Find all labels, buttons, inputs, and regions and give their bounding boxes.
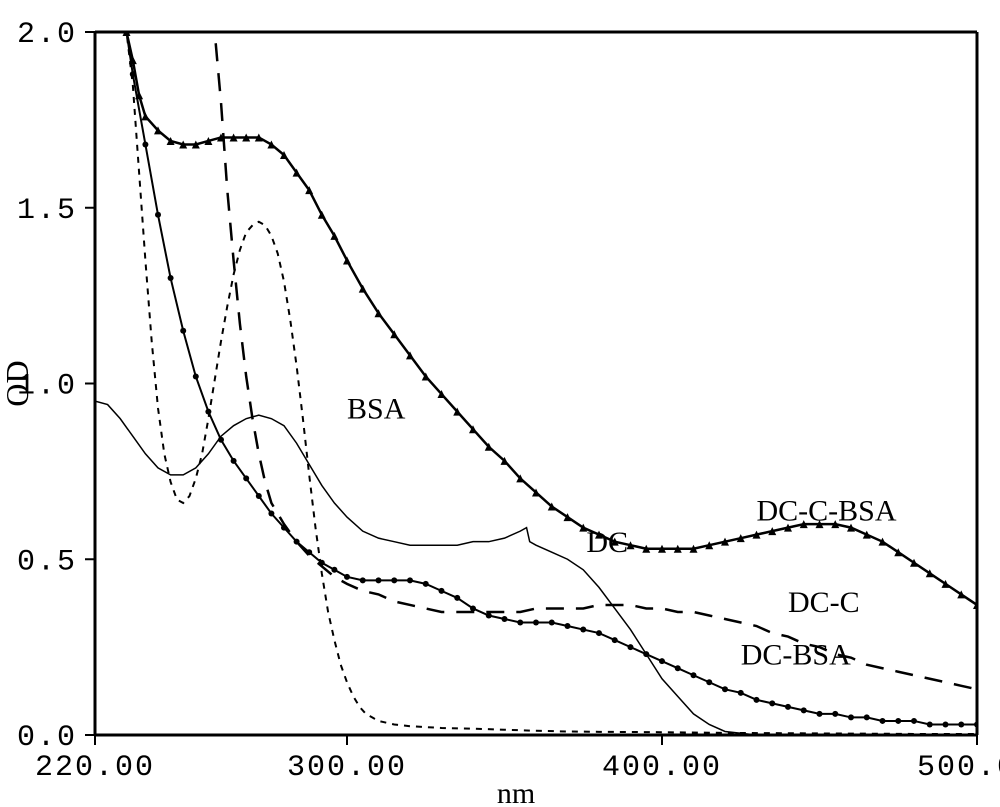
series-label-DC-C: DC-C	[788, 586, 860, 619]
x-tick-label: 400.00	[602, 751, 722, 785]
x-tick-label: 300.00	[287, 751, 407, 785]
series-label-BSA: BSA	[347, 393, 406, 426]
series-label-DC: DC	[586, 526, 628, 559]
x-tick-label: 220.00	[35, 751, 155, 785]
spectrum-chart-svg: 220.00300.00400.00500.000.00.51.01.52.0n…	[0, 0, 1000, 807]
series-label-DC-BSA: DC-BSA	[741, 639, 851, 672]
series-label-DC-C-BSA: DC-C-BSA	[757, 495, 897, 528]
y-tick-label: 0.5	[17, 545, 77, 579]
x-tick-label: 500.00	[917, 751, 1000, 785]
y-tick-label: 0.0	[17, 721, 77, 755]
y-tick-label: 2.0	[17, 18, 77, 52]
y-axis-label: OD	[0, 360, 35, 406]
y-tick-label: 1.5	[17, 194, 77, 228]
chart-container: 220.00300.00400.00500.000.00.51.01.52.0n…	[0, 0, 1000, 807]
x-axis-label: nm	[497, 777, 535, 807]
